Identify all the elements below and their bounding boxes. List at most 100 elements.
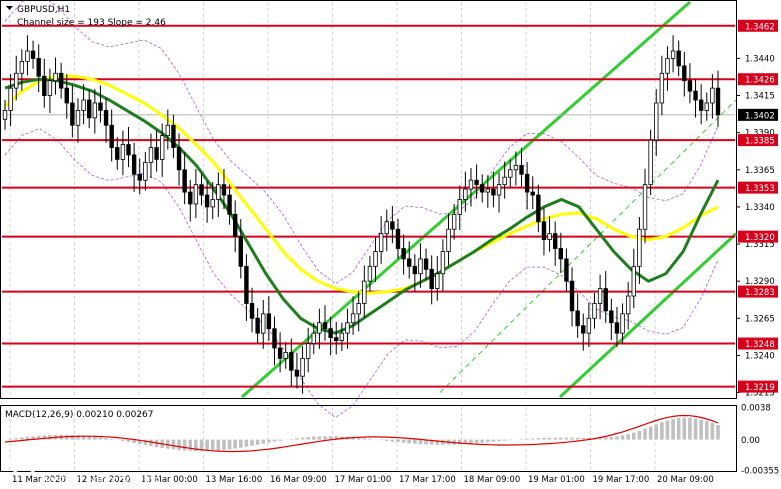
bear-candle bbox=[249, 303, 255, 319]
bull-candle bbox=[670, 50, 676, 59]
bull-candle bbox=[53, 72, 58, 82]
macd-histogram-bar bbox=[261, 439, 266, 444]
y-tick-label: 1.3415 bbox=[745, 92, 775, 102]
bull-candle bbox=[261, 313, 266, 334]
main-plot-frame bbox=[0, 0, 737, 399]
upper-band bbox=[4, 0, 719, 285]
macd-histogram-bar bbox=[648, 426, 653, 440]
macd-histogram-bar bbox=[238, 439, 243, 448]
macd-histogram-bar bbox=[137, 439, 142, 445]
macd-histogram-bar bbox=[413, 439, 417, 444]
macd-histogram-bar bbox=[575, 437, 580, 440]
bear-candle bbox=[199, 184, 204, 196]
bull-candle bbox=[362, 280, 367, 304]
macd-histogram-bar bbox=[93, 436, 97, 440]
x-tick-label: 13 Mar 00:00 bbox=[141, 475, 198, 485]
bear-candle bbox=[137, 173, 142, 181]
macd-histogram-bar bbox=[143, 439, 148, 446]
macd-histogram-bar bbox=[598, 437, 602, 440]
macd-histogram-bar bbox=[693, 418, 698, 440]
bull-candle bbox=[435, 273, 440, 289]
macd-histogram-bar bbox=[121, 439, 125, 441]
bull-candle bbox=[25, 50, 30, 62]
bear-candle bbox=[58, 72, 64, 89]
bear-candle bbox=[491, 188, 496, 196]
macd-histogram-bar bbox=[530, 438, 535, 440]
macd-histogram-bar bbox=[559, 437, 563, 440]
bear-candle bbox=[272, 328, 277, 349]
macd-histogram-bar bbox=[278, 439, 282, 441]
bull-candle bbox=[620, 313, 625, 334]
macd-histogram-bar bbox=[104, 438, 108, 440]
bear-candle bbox=[558, 248, 564, 260]
collapse-triangle-icon[interactable] bbox=[6, 6, 13, 10]
macd-histogram-bar bbox=[194, 439, 198, 452]
level-label-bg bbox=[738, 19, 778, 32]
bear-candle bbox=[423, 258, 429, 270]
macd-histogram-bar bbox=[688, 417, 692, 440]
level-label: 1.3385 bbox=[745, 137, 775, 147]
bear-candle bbox=[126, 144, 131, 156]
macd-histogram-bar bbox=[272, 439, 277, 442]
macd-histogram-bar bbox=[542, 437, 546, 440]
bull-candle bbox=[451, 213, 457, 230]
bull-candle bbox=[463, 188, 468, 200]
x-tick-label: 13 Mar 16:00 bbox=[206, 475, 263, 485]
bear-candle bbox=[36, 58, 41, 77]
x-tick-label: 20 Mar 09:00 bbox=[657, 475, 714, 485]
macd-scale-label: 0.0038 bbox=[741, 404, 771, 414]
bull-candle bbox=[317, 322, 322, 334]
ma-slow-line bbox=[4, 74, 719, 295]
bear-candle bbox=[581, 325, 586, 334]
bear-candle bbox=[429, 268, 434, 289]
bull-candle bbox=[75, 110, 81, 126]
macd-label: MACD(12,26,9) 0.00210 0.00267 bbox=[5, 410, 154, 420]
bull-candle bbox=[373, 251, 378, 267]
macd-histogram-bar bbox=[171, 439, 176, 450]
bear-candle bbox=[519, 164, 524, 175]
macd-histogram-bar bbox=[497, 439, 501, 442]
bear-candle bbox=[98, 102, 103, 111]
y-tick-label: 1.3340 bbox=[745, 203, 775, 213]
bull-candle bbox=[508, 169, 513, 178]
macd-histogram-bar bbox=[424, 439, 428, 445]
macd-histogram-bar bbox=[25, 436, 30, 440]
envelope-bands bbox=[4, 0, 719, 418]
macd-histogram-bar bbox=[233, 439, 237, 449]
bear-candle bbox=[131, 154, 137, 175]
macd-histogram-bar bbox=[665, 420, 670, 440]
macd-signal-line bbox=[4, 414, 719, 453]
bear-candle bbox=[395, 228, 401, 249]
bear-candle bbox=[609, 310, 614, 324]
macd-histogram-bar bbox=[205, 439, 209, 452]
macd-histogram-bar bbox=[289, 438, 294, 440]
level-label: 1.3353 bbox=[745, 184, 775, 194]
bear-candle bbox=[244, 265, 249, 304]
level-label: 1.3320 bbox=[745, 233, 775, 243]
level-label: 1.3248 bbox=[745, 340, 775, 350]
bull-candle bbox=[120, 144, 126, 160]
logo-icon bbox=[9, 447, 39, 477]
x-tick-label: 19 Mar 17:00 bbox=[593, 475, 650, 485]
bull-candle bbox=[457, 199, 462, 215]
bear-candle bbox=[238, 236, 243, 267]
bear-candle bbox=[176, 147, 182, 171]
macd-histogram-bar bbox=[469, 439, 473, 444]
bear-candle bbox=[70, 102, 75, 126]
current-price-bg bbox=[738, 108, 778, 121]
instaforex-logo: instaforex Instant Forex Trading bbox=[9, 447, 161, 486]
bear-candle bbox=[390, 221, 395, 230]
level-labels: 1.34621.34261.33851.33531.33201.32831.32… bbox=[738, 19, 778, 393]
bear-candle bbox=[87, 99, 92, 119]
bull-candle bbox=[283, 352, 288, 359]
macd-histogram-bar bbox=[317, 436, 322, 440]
bull-candle bbox=[502, 176, 507, 186]
macd-histogram-bar bbox=[637, 430, 642, 440]
macd-histogram-bar bbox=[682, 417, 687, 440]
x-tick-label: 12 Mar 2020 bbox=[77, 475, 131, 485]
bull-candle bbox=[384, 221, 389, 235]
x-tick-label: 18 Mar 09:00 bbox=[464, 475, 521, 485]
bull-candle bbox=[637, 228, 642, 267]
y-tick-label: 1.3215 bbox=[745, 389, 775, 399]
macd-histogram-bar bbox=[570, 437, 574, 440]
